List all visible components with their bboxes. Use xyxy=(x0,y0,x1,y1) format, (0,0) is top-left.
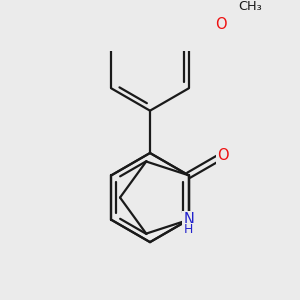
Text: N: N xyxy=(183,212,194,227)
Text: H: H xyxy=(184,223,193,236)
Text: CH₃: CH₃ xyxy=(238,0,262,13)
Text: O: O xyxy=(217,148,228,163)
Text: O: O xyxy=(216,17,227,32)
